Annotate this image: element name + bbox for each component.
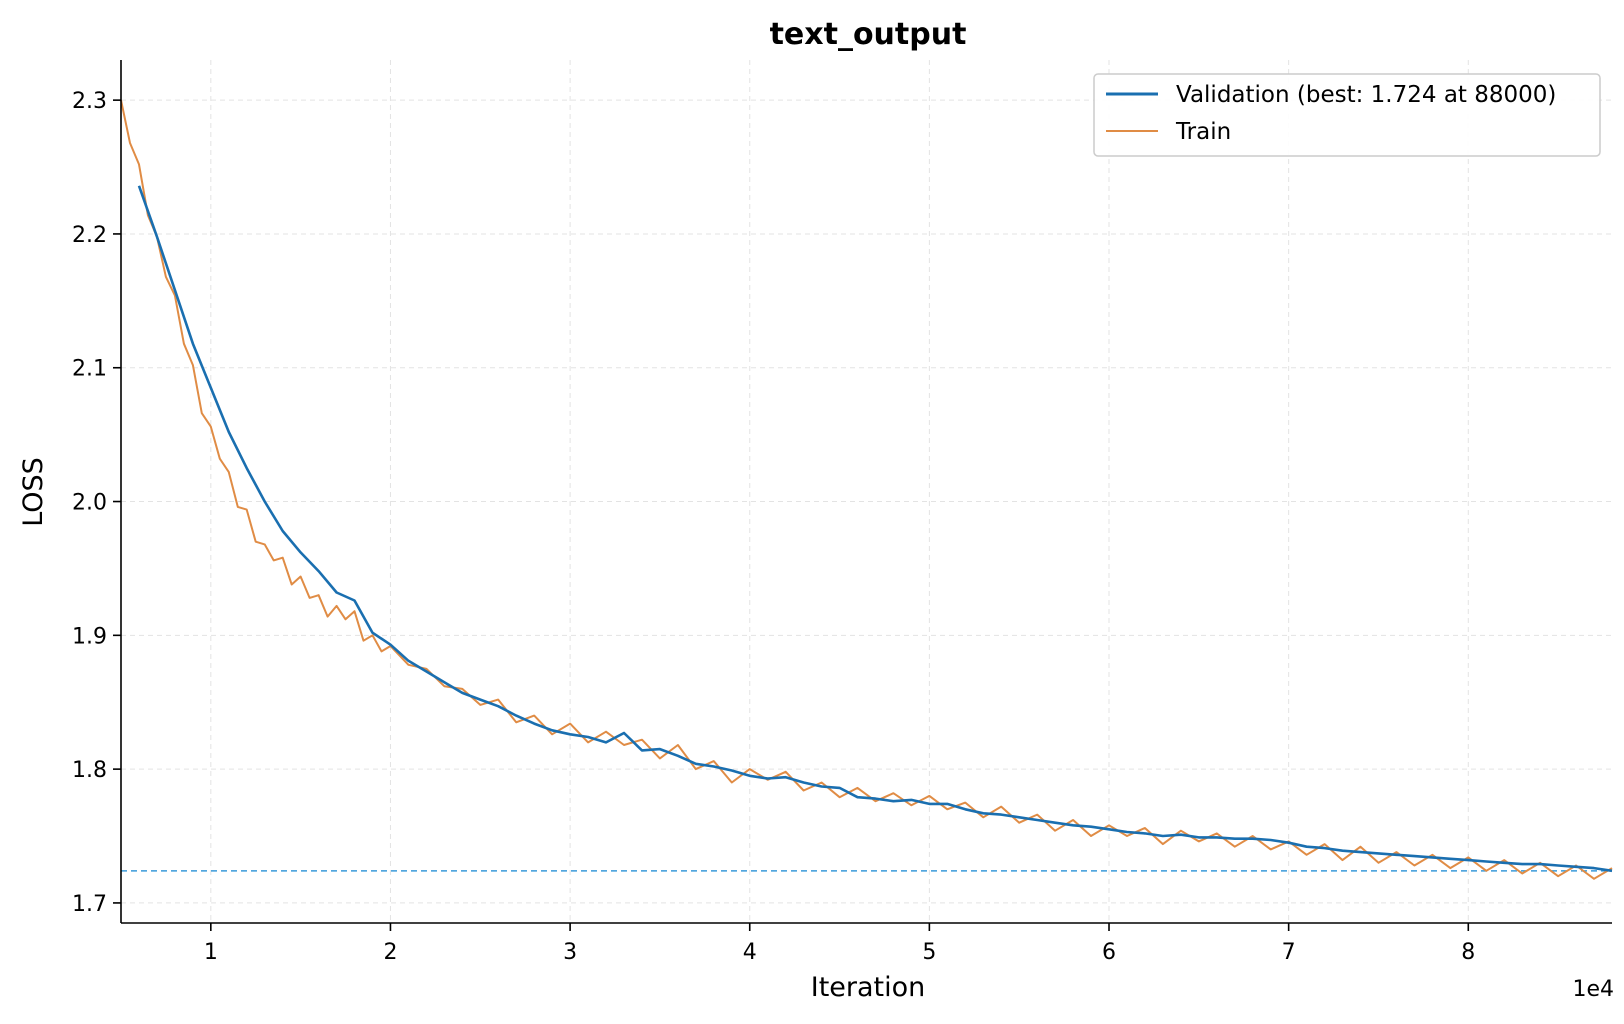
x-axis-offset-label: 1e4	[1572, 977, 1614, 1002]
x-ticks: 1 2 3 4 5 6 7 8	[204, 923, 1475, 965]
legend: Validation (best: 1.724 at 88000) Train	[1093, 73, 1601, 157]
y-tick-label: 2.3	[72, 89, 107, 114]
legend-label-validation: Validation (best: 1.724 at 88000)	[1176, 82, 1556, 108]
x-tick-label: 7	[1282, 940, 1296, 965]
y-tick-label: 1.8	[72, 758, 107, 783]
chart-title: text_output	[770, 17, 967, 52]
validation-line	[137, 185, 1613, 873]
series-layer	[120, 99, 1613, 880]
x-tick-label: 2	[383, 940, 397, 965]
y-axis-title: LOSS	[18, 457, 49, 527]
y-ticks: 1.7 1.8 1.9 2.0 2.1 2.2 2.3	[72, 89, 121, 917]
x-tick-label: 3	[563, 940, 577, 965]
x-tick-label: 4	[743, 940, 757, 965]
train-line	[120, 99, 1613, 880]
legend-label-train: Train	[1175, 119, 1231, 145]
legend-box	[1093, 73, 1601, 157]
x-tick-label: 8	[1461, 940, 1475, 965]
x-tick-label: 6	[1102, 940, 1116, 965]
y-tick-label: 2.0	[72, 491, 107, 516]
x-tick-label: 5	[922, 940, 936, 965]
axes	[120, 60, 1612, 924]
x-tick-label: 1	[204, 940, 218, 965]
y-tick-label: 2.1	[72, 357, 107, 382]
y-tick-label: 1.9	[72, 624, 107, 649]
x-axis-title: Iteration	[811, 972, 926, 1003]
y-tick-label: 2.2	[72, 223, 107, 248]
y-tick-label: 1.7	[72, 892, 107, 917]
